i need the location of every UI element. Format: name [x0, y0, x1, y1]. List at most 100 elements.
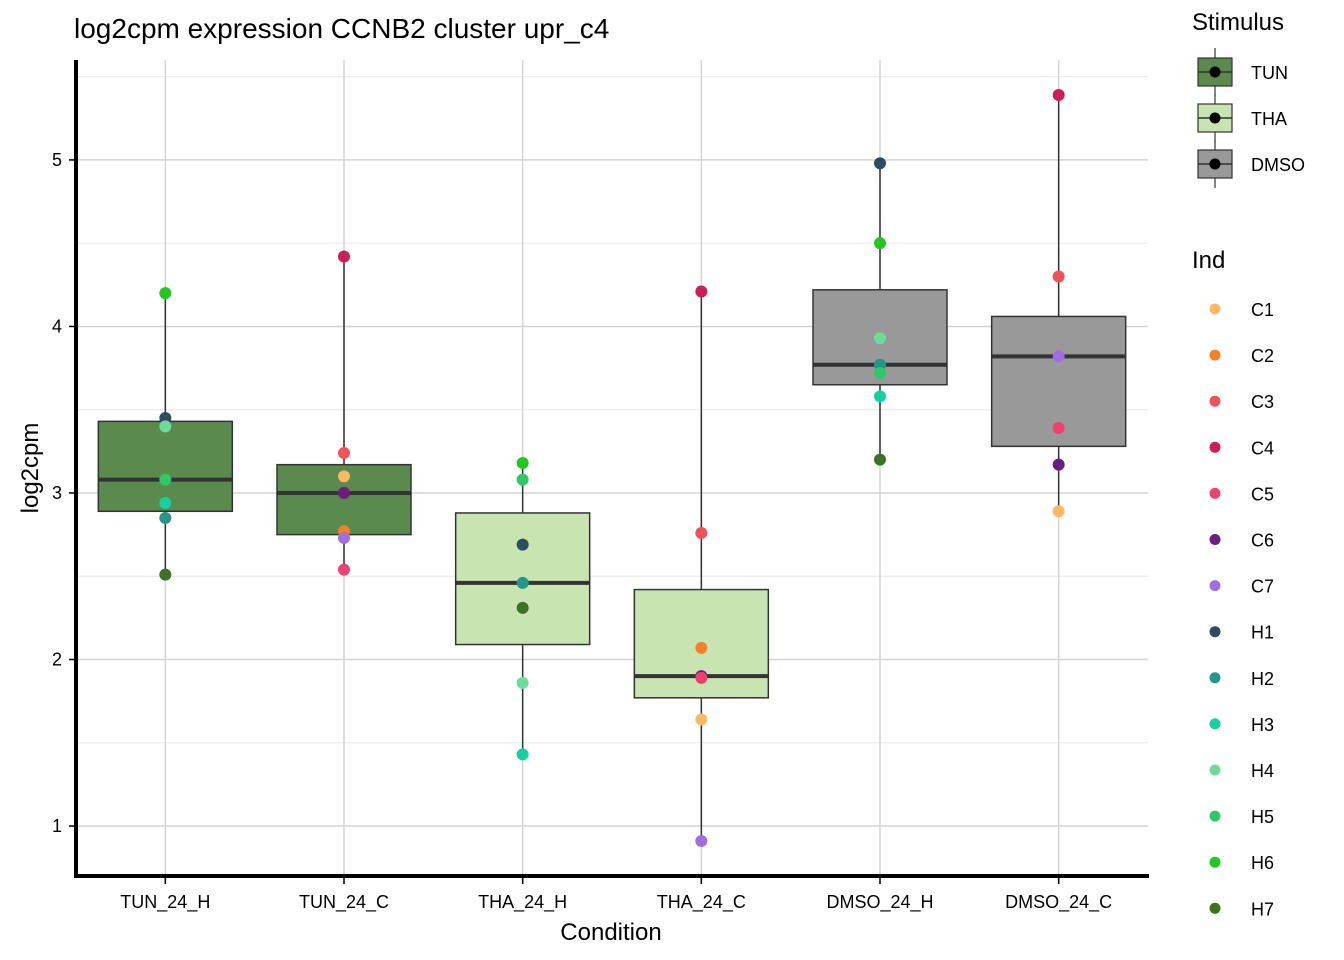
grid-lines	[76, 60, 1148, 876]
legend-title-ind: Ind	[1192, 247, 1225, 274]
data-point	[874, 237, 886, 250]
legend-item-ind: H1	[1209, 623, 1274, 643]
y-tick-label: 4	[52, 316, 62, 336]
data-point	[338, 447, 350, 460]
data-point	[159, 473, 172, 486]
y-tick-label: 1	[52, 816, 62, 836]
data-point	[338, 486, 350, 499]
y-tick-label: 5	[52, 150, 62, 170]
data-point	[695, 641, 708, 654]
legend-ind: Ind C1 C2 C3 C4 C5 C6 C7 H1 H2 H3 H4 H5 H6 H7	[1192, 247, 1274, 919]
legend-key-point	[1209, 856, 1221, 868]
x-tick-label: DMSO_24_C	[1005, 892, 1112, 913]
legend-item-stimulus: TUN	[1197, 48, 1288, 96]
data-point	[1052, 270, 1065, 283]
x-axis-title: Condition	[560, 919, 661, 946]
data-point	[338, 250, 350, 263]
data-point	[159, 568, 172, 581]
legend-item-stimulus: DMSO	[1197, 140, 1305, 188]
legend-item-ind: H2	[1209, 669, 1274, 689]
legend-key-point	[1209, 902, 1221, 914]
y-tick-label: 3	[52, 483, 62, 503]
y-axis-title: log2cpm	[17, 423, 44, 514]
legend-label: H3	[1251, 715, 1274, 735]
boxes	[97, 289, 1127, 699]
data-point	[874, 358, 886, 371]
data-point	[338, 470, 350, 483]
data-point	[695, 285, 708, 298]
data-point	[874, 390, 886, 403]
chart-title: log2cpm expression CCNB2 cluster upr_c4	[74, 13, 609, 44]
box	[97, 420, 234, 513]
legend-label: H2	[1251, 669, 1274, 689]
data-point	[516, 538, 529, 551]
legend-item-ind: H3	[1209, 715, 1274, 735]
legend-label: H4	[1251, 761, 1274, 781]
legend-label: C6	[1251, 531, 1274, 551]
legend-label: H6	[1251, 853, 1274, 873]
data-point	[159, 496, 172, 509]
data-point	[159, 511, 172, 524]
legend-label: DMSO	[1251, 155, 1305, 175]
legend-label: H1	[1251, 623, 1274, 643]
legend-item-ind: H4	[1209, 761, 1274, 781]
data-point	[874, 157, 886, 170]
legend-key-point	[1209, 441, 1221, 453]
y-ticks: 1 2 3 4 5	[52, 150, 74, 836]
legend-key-point	[1209, 487, 1221, 499]
legend-stimulus: Stimulus TUN THA DMSO	[1192, 9, 1305, 188]
legend-label: THA	[1251, 109, 1287, 129]
data-point	[695, 835, 708, 848]
legend-label: C1	[1251, 300, 1274, 320]
data-point	[516, 601, 529, 614]
x-tick-label: TUN_24_C	[299, 892, 389, 913]
legend-label: TUN	[1251, 63, 1288, 83]
data-point	[1052, 350, 1065, 363]
data-point	[1052, 422, 1065, 435]
legend-key-point	[1209, 395, 1221, 407]
legend-label: H5	[1251, 807, 1274, 827]
data-point	[338, 531, 350, 544]
x-ticks: TUN_24_H TUN_24_C THA_24_H THA_24_C DMSO_24_…	[120, 878, 1112, 913]
legend-item-ind: C5	[1209, 484, 1274, 504]
legend-key-point	[1209, 534, 1221, 545]
legend-key-point	[1209, 580, 1221, 592]
legend-key-point	[1209, 112, 1221, 124]
legend-item-ind: H6	[1209, 853, 1274, 873]
legend-item-ind: H7	[1209, 899, 1274, 919]
data-point	[516, 748, 529, 761]
legend-label: C3	[1251, 392, 1274, 412]
data-point	[516, 473, 529, 486]
legend-key-point	[1209, 672, 1221, 684]
legend-key-point	[1209, 66, 1221, 78]
legend-key-point	[1209, 810, 1221, 822]
legend-key-point	[1209, 158, 1221, 170]
legend-label: C5	[1251, 484, 1274, 504]
x-tick-label: THA_24_C	[657, 892, 746, 913]
data-point	[159, 420, 172, 433]
data-point	[695, 526, 708, 539]
legend-key-point	[1209, 626, 1221, 638]
legend-item-stimulus: THA	[1197, 94, 1287, 142]
legend-label: C7	[1251, 577, 1274, 597]
data-point	[1052, 458, 1065, 471]
data-point	[159, 412, 172, 425]
legend-key-point	[1209, 349, 1221, 361]
data-point	[695, 671, 708, 684]
legend-item-ind: C7	[1209, 577, 1274, 597]
data-point	[159, 287, 172, 300]
legend-item-ind: C2	[1209, 346, 1274, 366]
data-point	[874, 453, 886, 466]
data-point	[874, 367, 886, 380]
legend-label: C2	[1251, 346, 1274, 366]
data-point	[516, 576, 529, 589]
data-point	[1052, 505, 1065, 518]
legend-item-ind: C4	[1209, 438, 1274, 458]
x-tick-label: TUN_24_H	[120, 892, 210, 913]
legend-item-ind: C3	[1209, 392, 1274, 412]
x-tick-label: THA_24_H	[478, 892, 567, 913]
data-point	[695, 713, 708, 726]
y-tick-label: 2	[52, 650, 62, 670]
axes	[74, 60, 1149, 878]
